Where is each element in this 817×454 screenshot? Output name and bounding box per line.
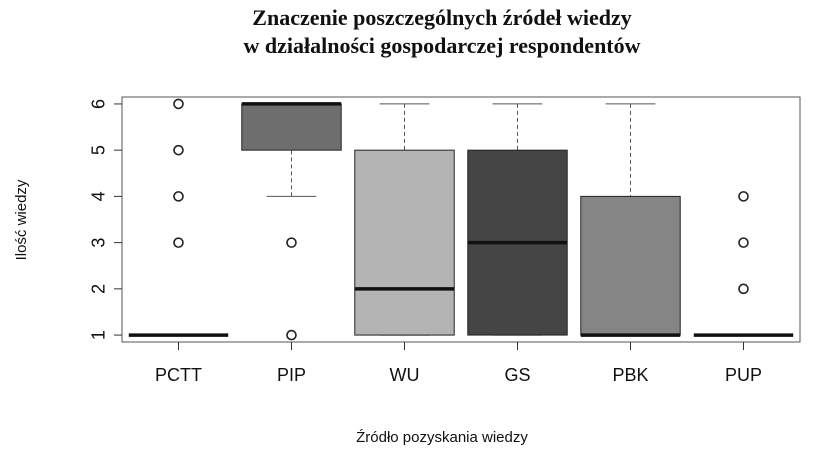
outlier	[173, 144, 184, 156]
chart-title: w działalności gospodarczej respondentów	[243, 33, 640, 58]
outlier	[173, 237, 184, 248]
outlier	[173, 98, 184, 110]
x-axis-label: Źródło pozyskania wiedzy	[356, 429, 528, 446]
y-tick-label: 4	[89, 191, 109, 201]
y-tick-label: 5	[89, 145, 109, 155]
outlier	[286, 237, 297, 248]
x-tick-label: PCTT	[155, 365, 202, 385]
box	[241, 103, 342, 151]
y-tick-label: 1	[89, 330, 109, 340]
box	[580, 195, 681, 336]
y-tick-label: 2	[89, 284, 109, 294]
x-tick-label: GS	[504, 365, 530, 385]
x-tick-label: PBK	[612, 365, 648, 385]
plot-frame	[121, 96, 801, 343]
x-tick-label: PUP	[725, 365, 762, 385]
outlier	[286, 329, 297, 341]
y-tick-label: 6	[89, 99, 109, 109]
y-tick-label: 3	[89, 238, 109, 248]
outlier	[173, 191, 184, 202]
outlier	[738, 191, 749, 202]
box	[354, 149, 455, 336]
x-tick-label: PIP	[277, 365, 306, 385]
x-tick-label: WU	[390, 365, 420, 385]
outlier	[738, 237, 749, 248]
outlier	[738, 283, 749, 295]
chart-title: Znaczenie poszczególnych źródeł wiedzy	[252, 5, 631, 30]
y-axis-label: Ilość wiedzy	[13, 179, 30, 260]
